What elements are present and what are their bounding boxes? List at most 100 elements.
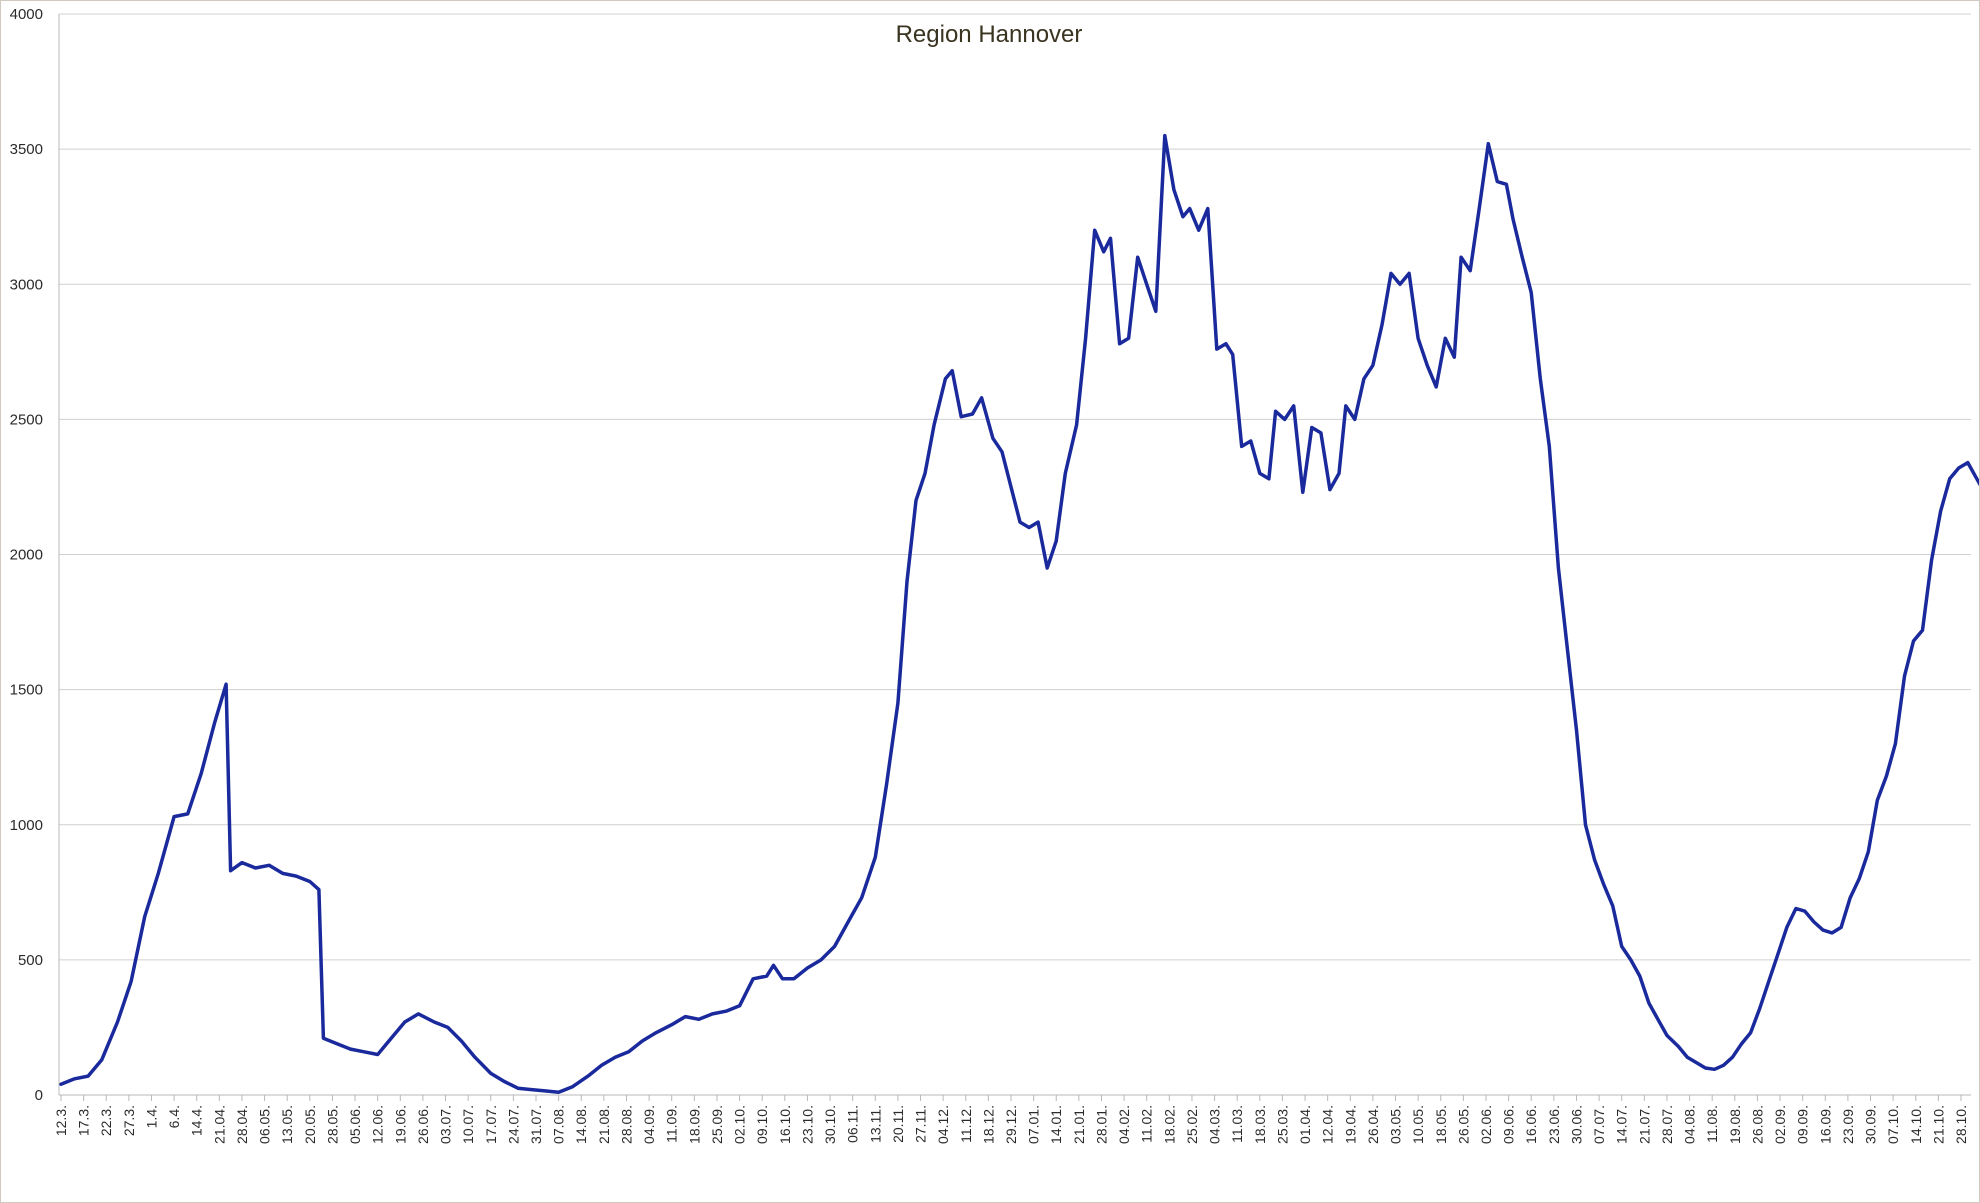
x-tick-label: 28.04.: [234, 1105, 250, 1144]
x-tick-label: 26.05.: [1455, 1105, 1471, 1144]
x-tick-label: 23.06.: [1546, 1105, 1562, 1144]
x-tick-label: 04.08.: [1682, 1105, 1698, 1144]
gridlines: [58, 13, 1971, 1096]
y-tick-label: 2500: [10, 411, 43, 428]
x-tick-label: 16.09.: [1817, 1105, 1833, 1144]
x-tick-label: 31.07.: [528, 1105, 544, 1144]
x-tick-label: 21.01.: [1071, 1105, 1087, 1144]
series-layer: [59, 133, 1979, 1095]
x-tick-label: 28.10.: [1953, 1105, 1969, 1144]
chart-title: Region Hannover: [896, 21, 1083, 48]
x-tick-label: 18.05.: [1433, 1105, 1449, 1144]
x-tick-label: 21.07.: [1636, 1105, 1652, 1144]
x-tick-label: 18.09.: [686, 1105, 702, 1144]
y-tick-label: 1500: [10, 682, 43, 699]
x-tick-label: 14.08.: [573, 1105, 589, 1144]
x-tick-label: 03.07.: [438, 1105, 454, 1144]
x-tick-label: 27.3.: [121, 1105, 137, 1136]
x-tick-label: 11.03.: [1229, 1105, 1245, 1143]
x-tick-label: 21.08.: [596, 1105, 612, 1144]
y-tick-label: 500: [18, 952, 43, 969]
x-tick-label: 04.03.: [1207, 1105, 1223, 1144]
x-tick-label: 30.06.: [1568, 1105, 1584, 1144]
x-tick-label: 14.07.: [1614, 1105, 1630, 1144]
x-tick-label: 26.08.: [1749, 1105, 1765, 1144]
x-tick-label: 25.09.: [709, 1105, 725, 1144]
x-tick-label: 17.3.: [76, 1105, 92, 1136]
x-tick-label: 07.08.: [551, 1105, 567, 1144]
y-tick-label: 3500: [10, 141, 43, 158]
x-tick-label: 24.07.: [505, 1105, 521, 1144]
x-tick-label: 10.07.: [460, 1105, 476, 1144]
x-tick-label: 05.06.: [347, 1105, 363, 1144]
x-tick-label: 11.08.: [1704, 1105, 1720, 1143]
x-tick-label: 6.4.: [166, 1105, 182, 1128]
x-tick-label: 30.10.: [822, 1105, 838, 1144]
y-tick-label: 2000: [10, 547, 43, 564]
x-tick-label: 14.4.: [189, 1105, 205, 1136]
x-tick-label: 28.01.: [1093, 1105, 1109, 1144]
y-tick-label: 1000: [10, 817, 43, 834]
x-tick-label: 29.12.: [1003, 1105, 1019, 1144]
x-tick-label: 07.01.: [1026, 1105, 1042, 1144]
x-tick-label: 02.06.: [1478, 1105, 1494, 1144]
x-tick-label: 25.03.: [1274, 1105, 1290, 1144]
y-tick-label: 3000: [10, 276, 43, 293]
x-tick-label: 07.10.: [1885, 1105, 1901, 1144]
x-tick-label: 18.02.: [1161, 1105, 1177, 1144]
x-tick-label: 20.05.: [302, 1105, 318, 1144]
x-tick-label: 28.07.: [1659, 1105, 1675, 1144]
x-tick-label: 28.08.: [618, 1105, 634, 1144]
x-tick-label: 02.10.: [732, 1105, 748, 1144]
x-tick-label: 03.05.: [1388, 1105, 1404, 1144]
x-tick-label: 28.05.: [324, 1105, 340, 1144]
x-tick-label: 04.02.: [1116, 1105, 1132, 1144]
x-tick-label: 01.04.: [1297, 1105, 1313, 1144]
y-axis-ticks: 0 500 1000 1500 2000 2500 3000 3500 4000: [10, 6, 43, 1104]
x-tick-label: 04.09.: [641, 1105, 657, 1144]
y-tick-label: 0: [35, 1087, 43, 1104]
series-line: [59, 133, 1979, 1095]
x-tick-label: 30.09.: [1863, 1105, 1879, 1144]
x-tick-label: 11.09.: [664, 1105, 680, 1143]
x-tick-label: 26.04.: [1365, 1105, 1381, 1144]
x-tick-label: 14.10.: [1908, 1105, 1924, 1144]
x-tick-label: 16.10.: [777, 1105, 793, 1144]
x-tick-label: 10.05.: [1410, 1105, 1426, 1144]
x-tick-label: 12.04.: [1320, 1105, 1336, 1144]
x-tick-label: 12.06.: [370, 1105, 386, 1144]
x-tick-label: 06.11.: [845, 1105, 861, 1143]
x-tick-label: 09.10.: [754, 1105, 770, 1144]
x-tick-label: 21.04.: [211, 1105, 227, 1144]
x-tick-label: 16.06.: [1523, 1105, 1539, 1144]
x-tick-label: 13.05.: [279, 1105, 295, 1144]
x-tick-label: 09.06.: [1501, 1105, 1517, 1144]
x-tick-label: 14.01.: [1048, 1105, 1064, 1144]
x-tick-label: 04.12.: [935, 1105, 951, 1144]
x-tick-label: 19.08.: [1727, 1105, 1743, 1144]
x-tick-label: 27.11.: [913, 1105, 929, 1143]
x-axis-ticks: 12.3. 17.3. 22.3. 27.3. 1.4. 6.4. 14.4. 21.04. 2…: [53, 1095, 1969, 1144]
x-tick-label: 13.11.: [867, 1105, 883, 1143]
x-tick-label: 20.11.: [890, 1105, 906, 1143]
x-tick-label: 18.03.: [1252, 1105, 1268, 1144]
x-tick-label: 12.3.: [53, 1105, 69, 1136]
x-tick-label: 19.04.: [1342, 1105, 1358, 1144]
x-tick-label: 25.02.: [1184, 1105, 1200, 1144]
x-tick-label: 07.07.: [1591, 1105, 1607, 1144]
x-tick-label: 02.09.: [1772, 1105, 1788, 1144]
x-tick-label: 22.3.: [98, 1105, 114, 1136]
x-tick-label: 09.09.: [1795, 1105, 1811, 1144]
x-tick-label: 11.12.: [958, 1105, 974, 1143]
x-tick-label: 26.06.: [415, 1105, 431, 1144]
x-tick-label: 21.10.: [1930, 1105, 1946, 1144]
x-tick-label: 19.06.: [392, 1105, 408, 1144]
x-tick-label: 17.07.: [483, 1105, 499, 1144]
x-tick-label: 06.05.: [257, 1105, 273, 1144]
y-tick-label: 4000: [10, 6, 43, 23]
x-tick-label: 11.02.: [1139, 1105, 1155, 1143]
x-tick-label: 23.10.: [799, 1105, 815, 1144]
x-tick-label: 23.09.: [1840, 1105, 1856, 1144]
